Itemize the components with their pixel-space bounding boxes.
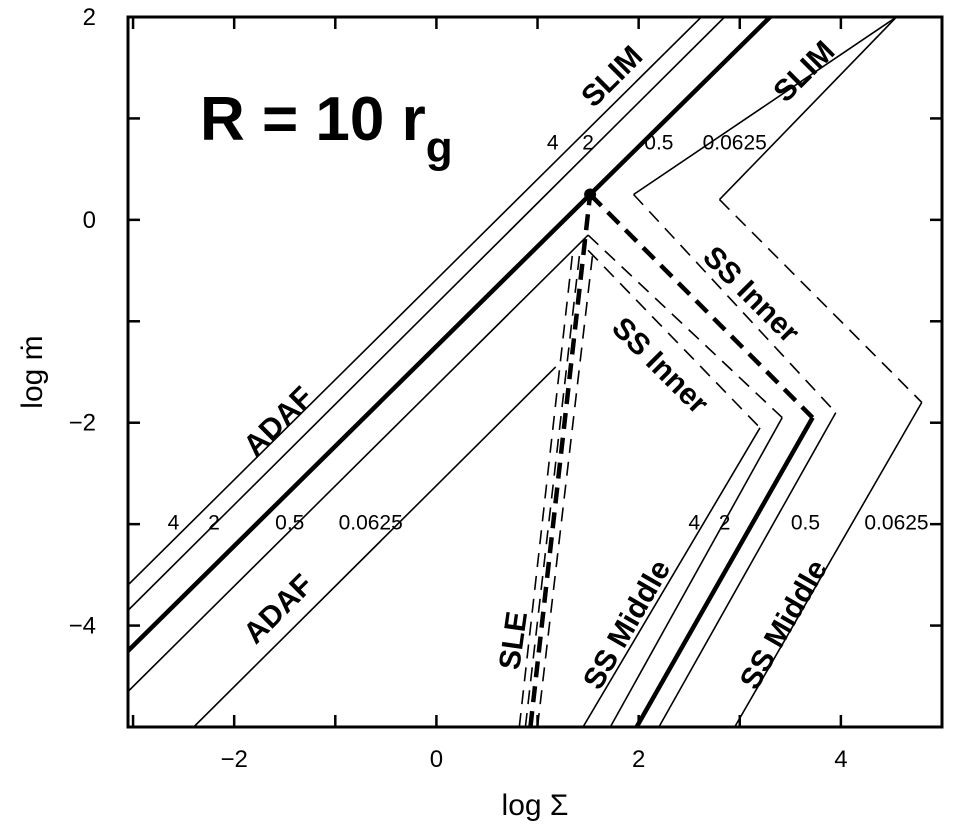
- curve-adaf-slim-alpha-2-1: [128, 17, 726, 611]
- curve-ss-inner-alpha-4-11: [587, 249, 761, 429]
- chart-title: R = 10 rg: [200, 85, 453, 172]
- curve-sle-alpha-2-8: [524, 250, 581, 727]
- ticks-layer: −2 0 2 4−4−202: [69, 4, 942, 773]
- x-tick-label-3: 4: [834, 746, 847, 773]
- curve-sle-alpha-1-9: [528, 194, 593, 727]
- region-label-adaf-2: ADAF: [237, 380, 319, 462]
- plot-frame: [126, 15, 944, 729]
- region-label-ss-inner-5: SS Inner: [605, 311, 715, 421]
- y-tick-label-0: −4: [69, 613, 96, 640]
- curve-ss-middle-alpha-0_5-19: [658, 412, 837, 727]
- alpha-label-2-10: 2: [582, 131, 594, 154]
- curve-ss-middle-alpha-1-18: [634, 416, 815, 727]
- curve-adaf-slim-alpha-4-0: [128, 17, 702, 586]
- curve-sle-alpha-4-7: [518, 250, 574, 727]
- region-label-ss-middle-8: SS Middle: [734, 554, 834, 695]
- alpha-label-0-5-19: 0.5: [791, 512, 820, 535]
- curve-adaf-alpha-0_0625-4: [193, 366, 557, 727]
- curve-sle-alpha-0_5-10: [536, 250, 594, 727]
- alpha-label-0-0625-12: 0.0625: [703, 131, 767, 154]
- alpha-label-0-0625-16: 0.0625: [339, 512, 403, 535]
- alpha-label-4-9: 4: [547, 131, 559, 154]
- region-label-ss-inner-4: SS Inner: [696, 240, 806, 350]
- chart-title-main: R = 10 r: [200, 85, 426, 154]
- y-tick-label-2: 0: [83, 207, 96, 234]
- x-tick-label-2: 2: [632, 746, 645, 773]
- y-axis-label: log ṁ: [16, 335, 49, 408]
- curve-ss-inner-alpha-0_0625-15: [718, 199, 923, 403]
- curve-ss-middle-alpha-4-16: [582, 427, 761, 727]
- y-tick-label-3: 2: [83, 4, 96, 31]
- chart-title-subscript: g: [426, 123, 453, 172]
- curve-ss-middle-alpha-0_0625-20: [734, 402, 923, 727]
- curve-ss-middle-alpha-2-17: [609, 417, 783, 727]
- curve-ss-inner-alpha-1-13: [588, 192, 815, 420]
- region-label-slim-1: SLIM: [767, 35, 841, 109]
- alpha-label-0-5-15: 0.5: [275, 512, 304, 535]
- curve-slim-alpha-0_5-5: [633, 17, 897, 196]
- alpha-label-4-17: 4: [688, 512, 700, 535]
- alpha-label-2-14: 2: [208, 512, 220, 535]
- curve-adaf-alpha-0_5-3: [128, 234, 589, 693]
- critical-point-marker-0: [584, 188, 597, 201]
- y-tick-label-1: −2: [69, 410, 96, 437]
- x-axis-label: log Σ: [502, 789, 569, 822]
- region-label-ss-middle-7: SS Middle: [577, 554, 677, 695]
- alpha-label-0-0625-20: 0.0625: [864, 512, 928, 535]
- markers-layer: [584, 188, 597, 201]
- x-tick-label-0: −2: [220, 746, 247, 773]
- alpha-label-0-5-11: 0.5: [644, 131, 673, 154]
- curve-slim-alpha-0_0625-6: [718, 17, 898, 201]
- alpha-label-2-18: 2: [719, 512, 731, 535]
- curve-ss-inner-alpha-0_5-14: [633, 193, 837, 414]
- alpha-label-4-13: 4: [168, 512, 180, 535]
- x-tick-label-1: 0: [430, 746, 443, 773]
- region-label-adaf-3: ADAF: [237, 568, 319, 650]
- region-label-sle-6: SLE: [493, 609, 534, 671]
